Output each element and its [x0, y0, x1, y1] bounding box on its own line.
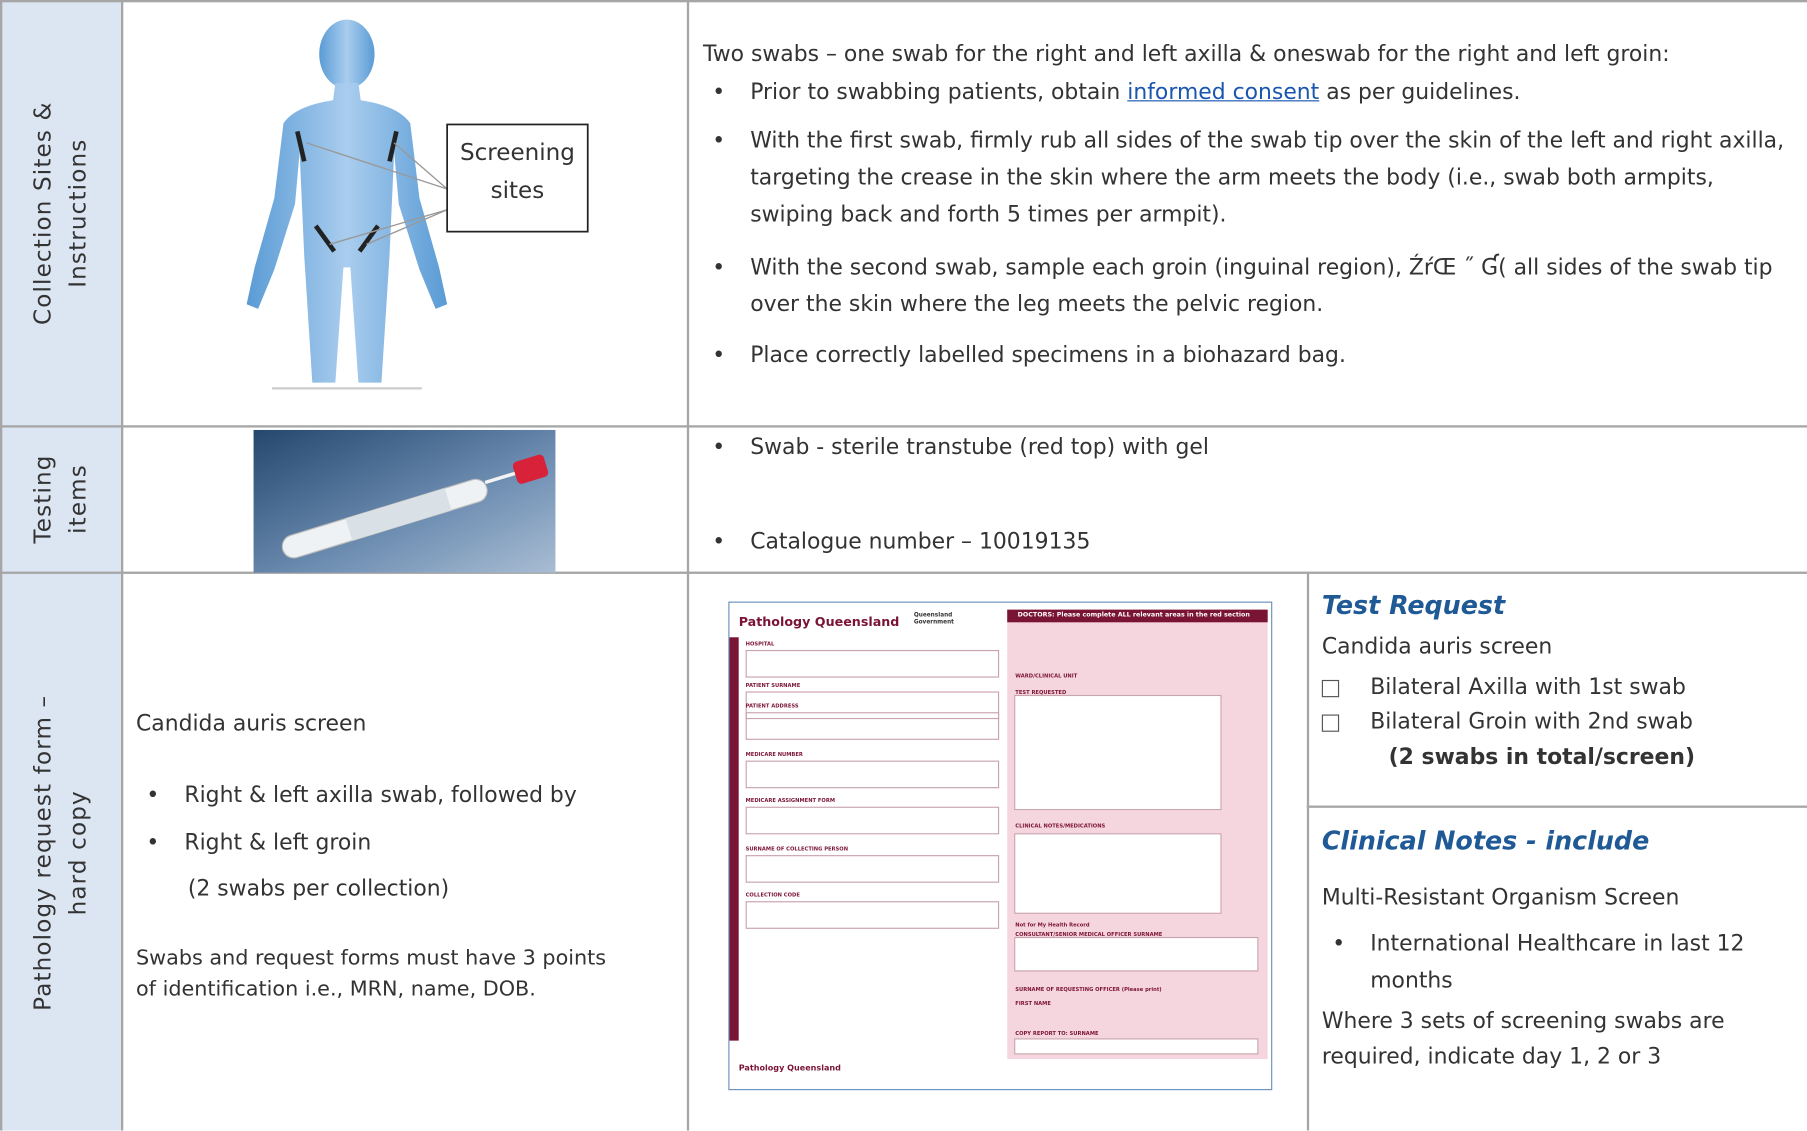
form-field-label: SURNAME OF REQUESTING OFFICER (Please pr… [1015, 987, 1162, 994]
bullet: Right & left axilla swab, followed by [146, 777, 576, 814]
border [1306, 572, 1310, 1131]
heading: Test Request [1321, 592, 1506, 622]
form-field-box [745, 712, 1000, 740]
text: (2 swabs per collection) [187, 875, 450, 902]
bullet: With the first swab, firmly rub all side… [712, 122, 1793, 233]
form-title: Pathology Queensland [738, 614, 900, 630]
form-field-box [745, 760, 1000, 789]
form-field-box [1014, 936, 1259, 972]
intro: Two swabs – one swab for the right and l… [702, 41, 1670, 67]
text: Swabs and request forms must have 3 poin… [135, 946, 607, 1002]
text: as per guidelines. [1326, 79, 1521, 105]
form-field-label: COPY REPORT TO: SURNAME [1015, 1031, 1099, 1038]
form-field-label: FIRST NAME [1015, 1001, 1051, 1008]
text: Candida auris screen [1321, 633, 1553, 660]
figure-label: Screening sites [459, 138, 575, 204]
form-field-box [745, 806, 1000, 835]
note: (2 swabs in total/screen) [1388, 744, 1695, 770]
border [0, 0, 3, 1131]
form-field-label: MEDICARE NUMBER [745, 752, 803, 759]
option: Bilateral Axilla with 1st swab [1370, 674, 1686, 700]
request-form: Pathology Queensland Queensland Governme… [728, 601, 1273, 1091]
form-field-label: WARD/CLINICAL UNIT [1015, 674, 1078, 680]
checkbox [1321, 714, 1340, 732]
form-band [729, 637, 739, 1041]
form-header [1007, 609, 1268, 623]
border [0, 425, 1807, 428]
form-field-label: MEDICARE ASSIGNMENT FORM [745, 798, 835, 805]
form-footer: Pathology Queensland [738, 1063, 841, 1073]
text: Multi-Resistant Organism Screen [1321, 885, 1680, 911]
form-field-box [1014, 694, 1222, 811]
form-field-box [1014, 1038, 1259, 1055]
bullet: Right & left groin [146, 824, 371, 861]
form-field-label: SURNAME OF COLLECTING PERSON [745, 847, 849, 853]
form-field-label: COLLECTION CODE [745, 893, 800, 899]
swab-photo [253, 429, 556, 573]
border [686, 0, 690, 1131]
bullet: With the second swab, sample each groin … [712, 249, 1793, 323]
form-field-box [1014, 833, 1222, 914]
form-field-label: Not for My Health Record [1015, 923, 1090, 929]
label-column [0, 0, 122, 1131]
checkbox [1321, 679, 1340, 698]
form-field-label: CONSULTANT/SENIOR MEDICAL OFFICER SURNAM… [1015, 932, 1163, 939]
consent-link[interactable]: informed consent [1127, 79, 1320, 105]
form-field-label: PATIENT SURNAME [745, 683, 801, 690]
border [121, 0, 124, 1131]
border [0, 0, 1807, 3]
bullet: Prior to swabbing patients, obtain infor… [712, 74, 1799, 111]
bullet: International Healthcare in last 12 mont… [1332, 925, 1802, 999]
option: Bilateral Groin with 2nd swab [1370, 708, 1693, 735]
form-field-label: HOSPITAL [745, 641, 775, 648]
form-field-box [745, 855, 1000, 883]
bullet: Place correctly labelled specimens in a … [712, 337, 1793, 374]
text: Candida auris screen [135, 711, 367, 737]
bullet: Catalogue number – 10019135 [712, 523, 1090, 560]
row-label: Pathology request form – hard copy [28, 694, 92, 1011]
text: Prior to swabbing patients, obtain [750, 79, 1121, 105]
form-doctors: DOCTORS: Please complete ALL relevant ar… [1017, 611, 1250, 619]
form-field-label: PATIENT ADDRESS [745, 704, 799, 710]
body-figure [246, 19, 589, 390]
form-field-box [745, 901, 1000, 929]
form-field-label: TEST REQUESTED [1015, 690, 1067, 697]
bullet: Swab - sterile transtube (red top) with … [712, 429, 1209, 466]
form-gov: Queensland Government [913, 611, 954, 626]
form-field-box [745, 691, 1000, 720]
border [1306, 805, 1807, 808]
row-label: Testing items [28, 454, 92, 544]
border [0, 571, 1807, 574]
text: Where 3 sets of screening swabs are requ… [1321, 1008, 1725, 1070]
heading: Clinical Notes - include [1321, 827, 1650, 857]
form-field-label: CLINICAL NOTES/MEDICATIONS [1015, 823, 1106, 830]
form-field-box [745, 649, 1000, 678]
row-label: Collection Sites & Instructions [28, 101, 92, 326]
